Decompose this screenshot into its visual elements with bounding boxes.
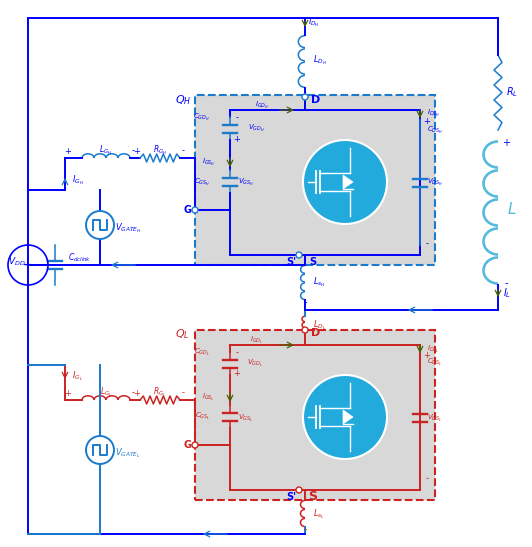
Text: -: - (236, 348, 238, 358)
Polygon shape (343, 175, 353, 189)
Text: D: D (311, 95, 320, 105)
Circle shape (296, 252, 302, 258)
Text: $Q_H$: $Q_H$ (175, 93, 192, 107)
Text: $I_{DS_L}$: $I_{DS_L}$ (427, 344, 439, 354)
Circle shape (192, 207, 198, 213)
Text: SiC: SiC (336, 417, 354, 427)
Text: +: + (423, 352, 430, 360)
Text: $I_{DS_H}$: $I_{DS_H}$ (427, 107, 440, 119)
Text: $C_{GD_L}$: $C_{GD_L}$ (194, 346, 210, 358)
Text: $C_{GS_L}$: $C_{GS_L}$ (195, 410, 210, 422)
Text: $L_{G_L}$: $L_{G_L}$ (100, 385, 112, 399)
FancyBboxPatch shape (195, 330, 435, 500)
Text: $V_{DS_L}$: $V_{DS_L}$ (427, 412, 442, 423)
Text: $L_{s_L}$: $L_{s_L}$ (313, 507, 325, 521)
Circle shape (302, 94, 308, 100)
Text: $Q_L$: $Q_L$ (175, 327, 189, 341)
Text: $L_{D_L}$: $L_{D_L}$ (313, 318, 326, 332)
Text: -: - (131, 147, 135, 155)
Text: -: - (303, 297, 307, 307)
Text: G: G (184, 440, 192, 450)
Text: +: + (134, 147, 140, 155)
Text: $V_{GD_L}$: $V_{GD_L}$ (247, 358, 263, 369)
Text: $I_{GD_L}$: $I_{GD_L}$ (250, 334, 263, 346)
Circle shape (192, 442, 198, 448)
Text: +: + (64, 147, 71, 155)
Text: S: S (309, 491, 318, 503)
Text: $R_L$: $R_L$ (506, 85, 518, 99)
Circle shape (303, 140, 387, 224)
Text: $I_L$: $I_L$ (503, 286, 511, 300)
Circle shape (302, 327, 308, 333)
Text: $C_{GS_H}$: $C_{GS_H}$ (194, 177, 210, 188)
Text: $C_{DS_L}$: $C_{DS_L}$ (427, 357, 443, 368)
Text: $V_{GATE_L}$: $V_{GATE_L}$ (115, 446, 140, 460)
Text: S: S (310, 257, 317, 267)
Text: $I_{G_L}$: $I_{G_L}$ (72, 369, 83, 383)
Text: $R_{G_L}$: $R_{G_L}$ (153, 385, 167, 399)
Text: -: - (504, 278, 508, 288)
Text: $V_{GATE_H}$: $V_{GATE_H}$ (115, 221, 142, 235)
Text: $V_{DD}$: $V_{DD}$ (9, 256, 26, 268)
Text: $C_{DS_H}$: $C_{DS_H}$ (427, 125, 443, 136)
Text: D: D (311, 328, 320, 338)
Text: +: + (234, 135, 240, 143)
FancyBboxPatch shape (195, 95, 435, 265)
Text: -: - (236, 113, 238, 123)
Text: $L_{s_H}$: $L_{s_H}$ (313, 275, 326, 289)
Text: L: L (508, 202, 517, 218)
Text: $L_{D_H}$: $L_{D_H}$ (313, 53, 327, 67)
Polygon shape (343, 410, 353, 424)
Text: $V_{DS_H}$: $V_{DS_H}$ (427, 177, 443, 188)
Text: -: - (181, 147, 185, 155)
Text: +: + (64, 388, 71, 398)
Text: $I_{GS_H}$: $I_{GS_H}$ (202, 156, 215, 167)
Text: $C_{dclink}$: $C_{dclink}$ (68, 252, 92, 264)
Text: +: + (423, 117, 430, 125)
Text: +: + (234, 370, 240, 379)
Text: -: - (303, 524, 307, 534)
Text: G: G (184, 205, 192, 215)
Text: +: + (502, 138, 510, 148)
Text: $R_{G_H}$: $R_{G_H}$ (153, 143, 167, 157)
Text: S': S' (286, 492, 296, 502)
Text: $I_{GS_L}$: $I_{GS_L}$ (202, 392, 215, 403)
Text: $C_{GD_H}$: $C_{GD_H}$ (193, 112, 210, 123)
Circle shape (296, 487, 302, 493)
Text: $I_{GD_H}$: $I_{GD_H}$ (255, 100, 269, 110)
Text: $L_{G_H}$: $L_{G_H}$ (99, 143, 113, 157)
Text: SiC: SiC (336, 182, 354, 192)
Text: +: + (23, 260, 32, 270)
Text: -: - (426, 240, 428, 248)
Text: $I_{G_H}$: $I_{G_H}$ (72, 173, 84, 187)
Text: $V_{GS_H}$: $V_{GS_H}$ (238, 177, 254, 188)
Text: $V_{GS_L}$: $V_{GS_L}$ (238, 412, 253, 423)
Text: $I_{D_H}$: $I_{D_H}$ (308, 15, 320, 29)
Text: -: - (131, 388, 135, 398)
Text: -: - (426, 474, 428, 484)
Text: -: - (181, 388, 185, 398)
Text: +: + (134, 388, 140, 398)
Text: S': S' (286, 257, 296, 267)
Text: $V_{GD_H}$: $V_{GD_H}$ (248, 123, 265, 133)
Circle shape (303, 375, 387, 459)
